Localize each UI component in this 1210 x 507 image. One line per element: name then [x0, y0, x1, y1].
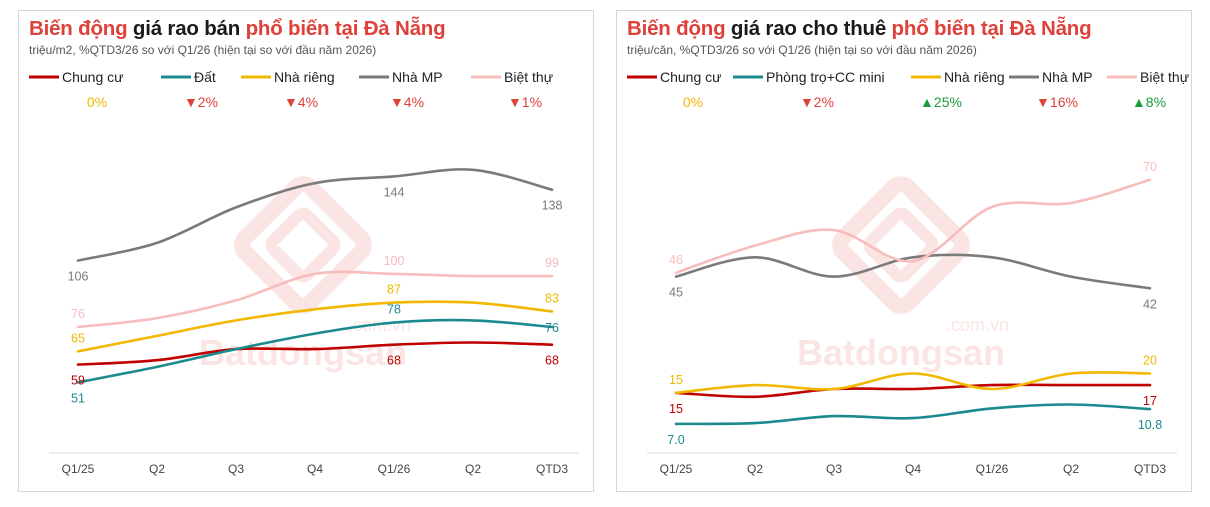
data-label: 100: [384, 254, 405, 268]
data-label: 15: [669, 402, 683, 416]
series-line: [76, 168, 554, 262]
x-tick-label: Q3: [826, 462, 842, 476]
legend-label: Biệt thự: [1140, 69, 1189, 85]
data-label: 99: [545, 256, 559, 270]
x-tick-label: Q1/26: [378, 462, 411, 476]
watermark-house-icon: [265, 207, 341, 283]
title-part: giá rao cho thuê: [725, 17, 892, 40]
watermark-logo: Batdongsan.com.vn: [797, 176, 1009, 373]
change-label: ▼2%: [184, 94, 218, 110]
x-tick-label: Q4: [905, 462, 921, 476]
x-tick-label: Q2: [747, 462, 763, 476]
watermark-brand: Batdongsan: [797, 332, 1005, 373]
rent-price-line-chart: Batdongsan.com.vn Q1/25 Q2 Q3 Q4 Q1/26 Q2 QTD3 C…: [627, 69, 1189, 476]
series-line: [674, 253, 1152, 290]
x-tick-label: Q1/25: [62, 462, 95, 476]
data-label: 70: [1143, 160, 1157, 174]
title-part: phổ biến tại Đà Nẵng: [891, 17, 1092, 40]
data-label: 59: [71, 374, 85, 388]
change-label: ▲25%: [920, 94, 962, 110]
data-label: 138: [542, 199, 563, 213]
series-line: [674, 383, 1152, 399]
series-line: [76, 300, 554, 353]
x-tick-label: Q3: [228, 462, 244, 476]
series-line: [674, 178, 1152, 275]
chart-subtitle: triệu/căn, %QTD3/26 so với Q1/26 (hiện t…: [627, 43, 977, 57]
series-line: [76, 318, 554, 384]
data-label: 144: [384, 185, 405, 199]
legend-label: Nhà MP: [392, 69, 443, 85]
watermark-house-icon: [234, 176, 372, 314]
data-label: 51: [71, 391, 85, 405]
data-label: 20: [1143, 354, 1157, 368]
data-label: 15: [669, 373, 683, 387]
change-label: ▼16%: [1036, 94, 1078, 110]
series-line: [76, 270, 554, 329]
series-line: [674, 403, 1152, 426]
data-label: 65: [71, 331, 85, 345]
change-label: 0%: [683, 94, 703, 110]
legend-label: Nhà riêng: [274, 69, 335, 85]
title-part: Biến động: [29, 17, 128, 40]
title-part: Biến động: [627, 17, 726, 40]
legend-label: Biệt thự: [504, 69, 553, 85]
x-tick-label: Q1/26: [976, 462, 1009, 476]
sale-price-chart-panel: Biến động giá rao bán phổ biến tại Đà Nẵ…: [18, 10, 594, 492]
data-label: 46: [669, 253, 683, 267]
legend-label: Đất: [194, 69, 216, 85]
legend-label: Phòng trọ+CC mini: [766, 69, 885, 85]
data-label: 87: [387, 283, 401, 297]
change-label: ▼1%: [508, 94, 542, 110]
chart-title: Biến động giá rao bán phổ biến tại Đà Nẵ…: [29, 17, 446, 41]
legend-label: Chung cư: [660, 69, 722, 85]
watermark-brand: Batdongsan: [199, 332, 407, 373]
change-label: ▼4%: [390, 94, 424, 110]
x-tick-label: QTD3: [536, 462, 568, 476]
change-label: ▼4%: [284, 94, 318, 110]
legend-label: Chung cư: [62, 69, 124, 85]
data-label: 45: [669, 286, 683, 300]
watermark-house-icon: [863, 207, 939, 283]
legend-label: Nhà riêng: [944, 69, 1005, 85]
data-label: 106: [68, 270, 89, 284]
rent-price-chart-panel: Biến động giá rao cho thuê phổ biến tại …: [616, 10, 1192, 492]
x-tick-label: Q1/25: [660, 462, 693, 476]
title-part: giá rao bán: [127, 17, 246, 40]
data-label: 76: [545, 321, 559, 335]
watermark-house-icon: [832, 176, 970, 314]
chart-subtitle: triệu/m2, %QTD3/26 so với Q1/26 (hiện tạ…: [29, 43, 377, 57]
data-label: 68: [545, 354, 559, 368]
legend-label: Nhà MP: [1042, 69, 1093, 85]
series-line: [76, 341, 554, 366]
title-part: phổ biến tại Đà Nẵng: [245, 17, 446, 40]
data-label: 76: [71, 307, 85, 321]
data-label: 17: [1143, 394, 1157, 408]
change-label: ▼2%: [800, 94, 834, 110]
watermark-domain: .com.vn: [946, 315, 1009, 335]
x-tick-label: Q2: [465, 462, 481, 476]
x-tick-label: Q4: [307, 462, 323, 476]
x-tick-label: Q2: [149, 462, 165, 476]
x-tick-label: QTD3: [1134, 462, 1166, 476]
data-label: 68: [387, 354, 401, 368]
change-label: ▲8%: [1132, 94, 1166, 110]
data-label: 7.0: [667, 433, 684, 447]
chart-title: Biến động giá rao cho thuê phổ biến tại …: [627, 17, 1092, 41]
series-line: [674, 371, 1152, 395]
x-tick-label: Q2: [1063, 462, 1079, 476]
data-label: 78: [387, 303, 401, 317]
data-label: 42: [1143, 297, 1157, 311]
data-label: 10.8: [1138, 418, 1162, 432]
data-label: 83: [545, 292, 559, 306]
change-label: 0%: [87, 94, 107, 110]
